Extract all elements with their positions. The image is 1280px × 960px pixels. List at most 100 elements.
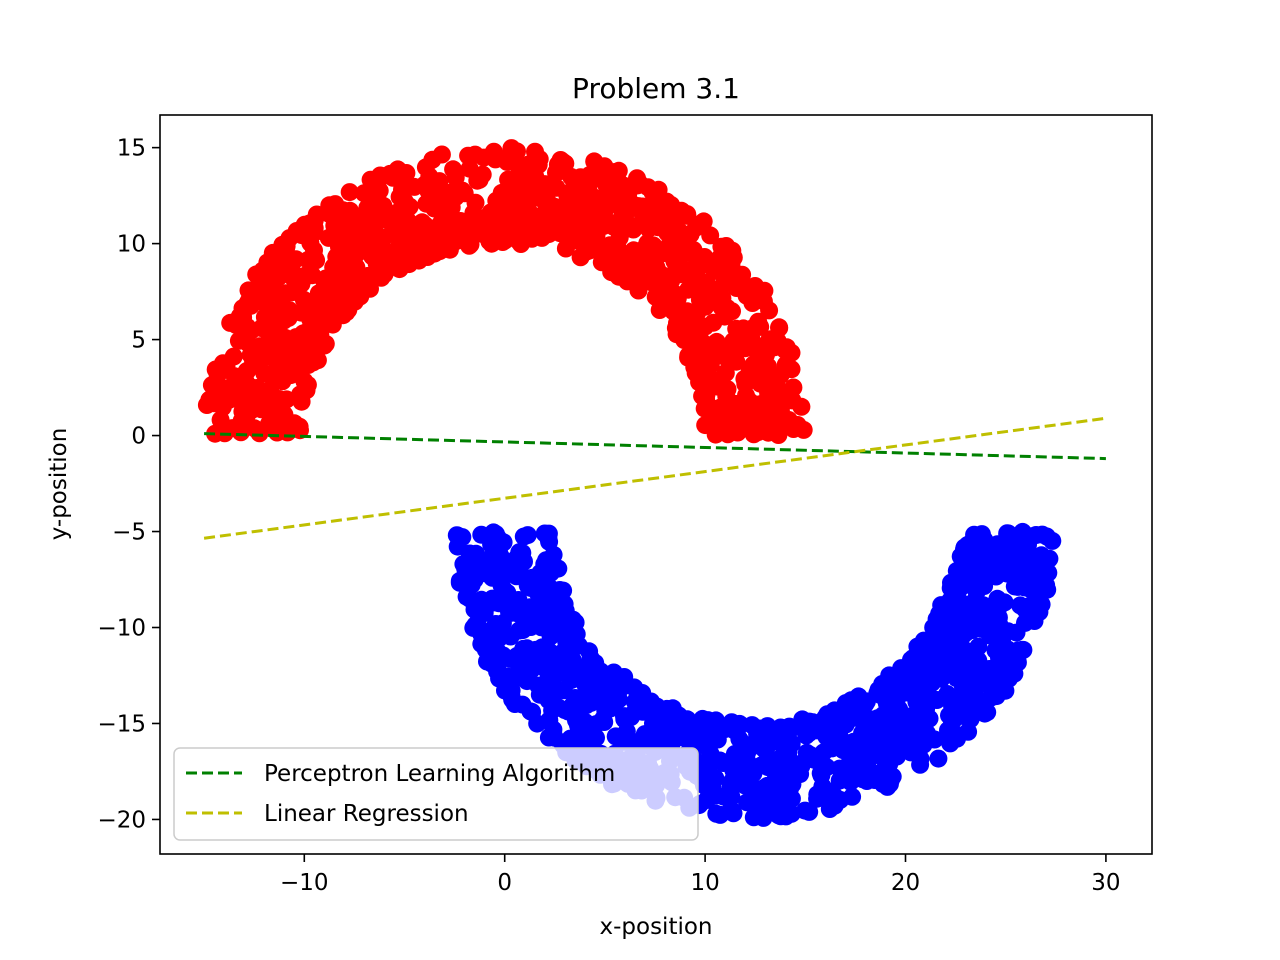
scatter-point [663, 699, 682, 718]
scatter-point [340, 286, 359, 305]
scatter-point [399, 232, 418, 251]
scatter-point [510, 621, 529, 640]
scatter-point [972, 525, 991, 544]
scatter-point [277, 284, 296, 303]
scatter-point [550, 581, 569, 599]
scatter-point [624, 220, 643, 239]
scatter-point [710, 295, 729, 314]
scatter-point [1005, 577, 1024, 596]
scatter-point [693, 709, 712, 728]
scatter-point [265, 368, 284, 387]
scatter-point [446, 188, 465, 207]
scatter-point [509, 219, 528, 238]
x-tick-label: 30 [1091, 870, 1120, 896]
scatter-point [808, 785, 827, 804]
y-axis: −20 −15 −10 −5 0 5 10 15 [97, 136, 160, 833]
x-tick-label: 20 [891, 870, 920, 896]
scatter-point [430, 172, 449, 191]
scatter-point [307, 341, 325, 360]
scatter-point [320, 205, 339, 224]
y-tick-label: 10 [117, 232, 146, 258]
scatter-point [505, 182, 524, 201]
scatter-point [505, 143, 524, 162]
scatter-point [284, 268, 303, 287]
y-tick-label: −20 [97, 807, 146, 833]
scatter-point [321, 281, 340, 300]
line-layer [203, 416, 1107, 540]
scatter-point [643, 273, 662, 292]
scatter-point [954, 576, 973, 595]
scatter-point [388, 203, 407, 222]
scatter-point [492, 560, 511, 579]
scatter-point [597, 184, 616, 203]
chart-title: Problem 3.1 [572, 72, 740, 105]
scatter-point [1007, 532, 1026, 551]
scatter-point [554, 663, 573, 682]
scatter-point [413, 213, 432, 232]
scatter-point [638, 254, 657, 273]
scatter-point [833, 734, 852, 752]
y-tick-label: −5 [112, 520, 146, 546]
scatter-point [626, 693, 644, 711]
scatter-point [261, 383, 280, 402]
scatter-point [1022, 567, 1041, 586]
scatter-point [459, 146, 478, 165]
scatter-point [667, 225, 686, 244]
scatter-point [716, 363, 735, 382]
scatter-point [946, 619, 965, 638]
scatter-point [836, 694, 855, 713]
scatter-point [257, 313, 275, 332]
scatter-point [858, 719, 877, 738]
scatter-point [472, 590, 491, 609]
scatter-point [736, 375, 755, 393]
scatter-point [545, 728, 564, 747]
scatter-point [679, 348, 698, 367]
series-line-3 [203, 416, 1107, 540]
scatter-point [227, 376, 246, 395]
scatter-point [908, 716, 927, 735]
scatter-point [955, 540, 973, 559]
scatter-point [705, 261, 724, 280]
scatter-point [903, 649, 922, 668]
scatter-point [564, 610, 583, 629]
series-line-2 [204, 432, 1106, 461]
scatter-point [701, 226, 720, 245]
scatter-point [748, 343, 767, 362]
scatter-point [782, 343, 801, 362]
scatter-point [490, 198, 509, 217]
scatter-point [361, 233, 380, 252]
scatter-point [729, 420, 748, 439]
scatter-point [643, 706, 662, 725]
scatter-point [644, 236, 663, 255]
scatter-point [522, 660, 541, 679]
scatter-point [206, 379, 225, 398]
scatter-point [405, 177, 424, 196]
scatter-point [260, 285, 279, 304]
scatter-point [488, 662, 507, 681]
scatter-point [430, 199, 449, 218]
scatter-point [490, 545, 509, 564]
scatter-point [453, 528, 472, 547]
scatter-point [855, 749, 874, 768]
scatter-point [457, 573, 476, 592]
scatter-point [663, 732, 682, 751]
scatter-point [563, 194, 582, 213]
scatter-point [655, 284, 674, 303]
scatter-point [659, 211, 678, 229]
scatter-point [235, 319, 254, 338]
scatter-point [727, 352, 746, 371]
scatter-point [292, 392, 311, 411]
scatter-point [472, 634, 491, 653]
scatter-point [1038, 580, 1057, 599]
scatter-point [695, 248, 714, 266]
scatter-point [523, 703, 542, 721]
scatter-point [1023, 600, 1042, 619]
scatter-series-0 [197, 139, 813, 444]
scatter-point [469, 169, 488, 188]
scatter-point [515, 552, 533, 571]
scatter-point [813, 761, 831, 780]
scatter-point [1004, 652, 1022, 671]
scatter-point [206, 360, 225, 379]
y-tick-label: 5 [131, 328, 146, 354]
scatter-point [580, 685, 598, 704]
